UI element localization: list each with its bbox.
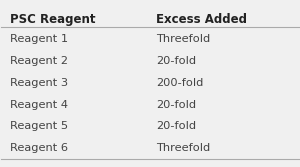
Text: 20-fold: 20-fold	[156, 56, 196, 66]
Text: 20-fold: 20-fold	[156, 100, 196, 110]
Text: Reagent 1: Reagent 1	[10, 34, 68, 44]
Text: Threefold: Threefold	[156, 143, 210, 153]
Text: Reagent 5: Reagent 5	[10, 121, 68, 131]
Text: Reagent 4: Reagent 4	[10, 100, 68, 110]
Text: 20-fold: 20-fold	[156, 121, 196, 131]
Text: Threefold: Threefold	[156, 34, 210, 44]
Text: PSC Reagent: PSC Reagent	[10, 13, 96, 26]
Text: Reagent 2: Reagent 2	[10, 56, 68, 66]
Text: 200-fold: 200-fold	[156, 78, 203, 88]
Text: Reagent 3: Reagent 3	[10, 78, 68, 88]
Text: Excess Added: Excess Added	[156, 13, 247, 26]
Text: Reagent 6: Reagent 6	[10, 143, 68, 153]
